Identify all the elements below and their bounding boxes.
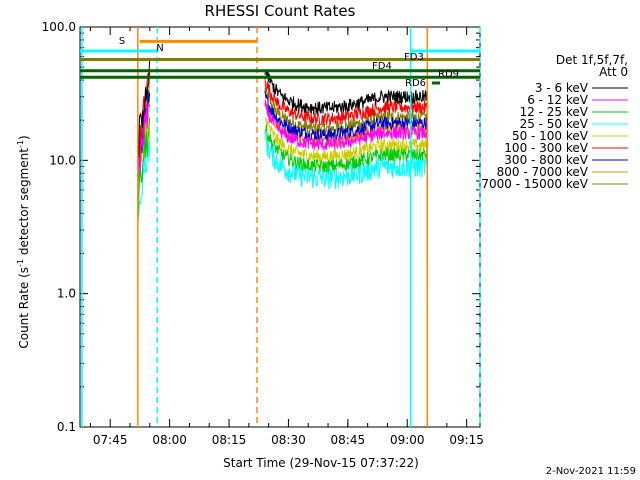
legend-header-attenuator: Att 0 [599, 65, 628, 79]
flag-label: RD6 [405, 78, 426, 89]
series-line-spike [137, 71, 151, 189]
legend-entry-label: 25 - 50 keV [520, 117, 589, 131]
legend-entry-label: 50 - 100 keV [512, 129, 589, 143]
series-line-spike [137, 59, 151, 158]
flag-label: FD4 [372, 61, 392, 72]
series-line-main [264, 129, 428, 190]
flag-label: S [119, 36, 125, 47]
x-tick-label: 08:00 [152, 433, 187, 447]
flag-label: FD3 [404, 52, 424, 63]
legend-entry-label: 7000 - 15000 keV [481, 177, 588, 191]
series-line-main [264, 87, 428, 136]
legend-entry-label: 3 - 6 keV [535, 81, 589, 95]
x-tick-label: 08:30 [271, 433, 306, 447]
legend-entry-label: 12 - 25 keV [520, 105, 589, 119]
x-tick-label: 08:15 [212, 433, 247, 447]
legend-header-detectors: Det 1f,5f,7f, [556, 53, 628, 67]
flag-label: RD9 [438, 69, 459, 80]
x-tick-label: 09:00 [390, 433, 425, 447]
x-tick-label: 09:15 [449, 433, 484, 447]
footer-date: 2-Nov-2021 11:59 [546, 466, 636, 477]
flag-label: N [156, 43, 163, 54]
series-line-main [264, 117, 428, 164]
series-line-spike [137, 117, 151, 231]
legend-entry-label: 6 - 12 keV [527, 93, 589, 107]
series-line-main [264, 77, 428, 126]
y-tick-label: 1.0 [57, 287, 76, 301]
x-axis-label: Start Time (29-Nov-15 07:37:22) [223, 456, 419, 470]
y-tick-label: 10.0 [49, 153, 76, 167]
series-line-main [264, 90, 428, 142]
series-line-main [264, 124, 428, 173]
legend-entry-label: 100 - 300 keV [504, 141, 588, 155]
plot-area: 100.0 10.0 1.0 0.1 07:45 08:00 08:15 08:30 08:45… [42, 20, 484, 447]
y-tick-label: 100.0 [42, 20, 76, 34]
x-tick-label: 08:45 [331, 433, 366, 447]
series-line-main [264, 68, 428, 115]
legend-entry-label: 800 - 7000 keV [497, 165, 589, 179]
legend-entry-label: 300 - 800 keV [504, 153, 588, 167]
series-line-spike [137, 102, 151, 184]
chart-title: RHESSI Count Rates [205, 2, 356, 20]
x-tick-label: 07:45 [93, 433, 128, 447]
series-line-main [264, 99, 428, 151]
y-axis-label: Count Rate (s-1 detector segment-1) [16, 135, 31, 348]
y-tick-label: 0.1 [57, 420, 76, 434]
